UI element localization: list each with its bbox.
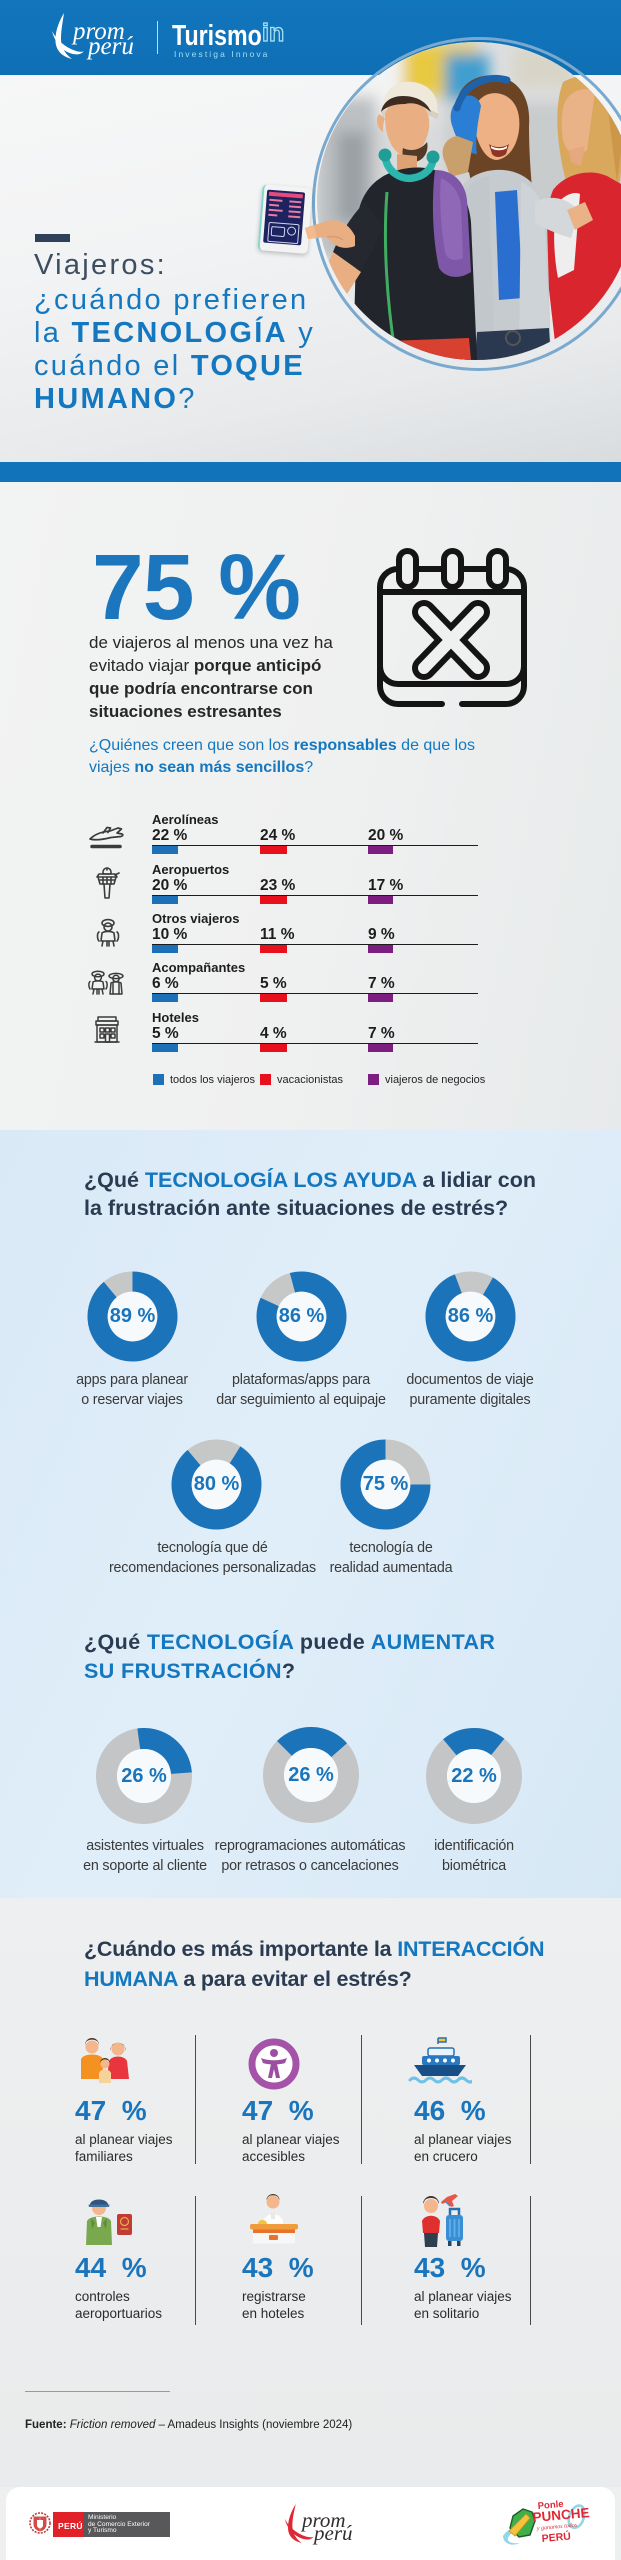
- svg-text:PERÚ: PERÚ: [541, 2529, 571, 2544]
- svg-text:PUNCHE: PUNCHE: [532, 2505, 590, 2525]
- svg-text:Ponle: Ponle: [537, 2499, 564, 2512]
- svg-text:y ganamos todos: y ganamos todos: [536, 2522, 578, 2532]
